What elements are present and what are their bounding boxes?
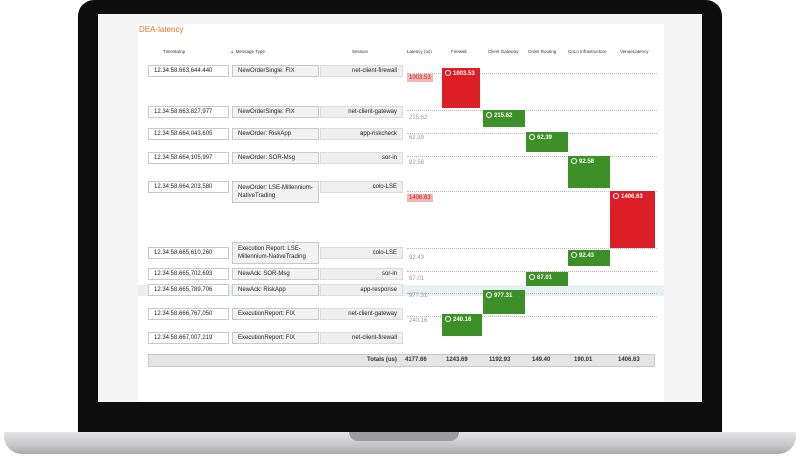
latency-value: 215.62 xyxy=(409,115,428,121)
latency-block-venue[interactable]: 1406.63 xyxy=(610,191,655,248)
clock-icon xyxy=(529,134,535,140)
guide-line xyxy=(407,316,657,317)
latency-block-value: 977.31 xyxy=(494,293,513,299)
clock-icon xyxy=(613,193,619,199)
timestamp-cell: 12.34:58.665,789,706 xyxy=(148,284,229,296)
session-cell: net-client-gateway xyxy=(320,106,403,118)
timestamp-cell: 12.34:58.663,644.440 xyxy=(148,65,229,77)
latency-block-value: 92.43 xyxy=(579,253,595,259)
app-title: DEA-latency xyxy=(139,25,184,34)
totals-firewall: 1243.69 xyxy=(446,357,468,363)
guide-line xyxy=(407,110,657,111)
latency-block-firewall[interactable]: 240.16 xyxy=(442,314,482,336)
guide-line xyxy=(407,271,657,272)
header-timestamp[interactable]: Timestamp xyxy=(163,49,186,54)
timestamp-cell: 12.34:58.664,105,997 xyxy=(148,152,229,164)
guide-line xyxy=(407,191,657,192)
header-client-gateway[interactable]: Client Gateway xyxy=(488,49,519,54)
totals-client-gateway: 1192.93 xyxy=(489,357,511,363)
header-latency[interactable]: Latency (us) xyxy=(407,49,432,54)
latency-block-client-gateway[interactable]: 215.62 xyxy=(483,110,525,127)
latency-block-value: 87.01 xyxy=(537,275,553,281)
session-cell: colo-LSE xyxy=(320,247,403,259)
message-cell: NewOrder: SOR-Msg xyxy=(232,152,319,164)
session-cell: app-response xyxy=(320,284,403,296)
message-cell: NewOrderSingle: FIX xyxy=(232,65,319,77)
totals-row: Totals (us) 4177.66 1243.69 1192.93 149.… xyxy=(148,354,655,367)
timestamp-cell: 12.34:58.665,610,260 xyxy=(148,247,229,259)
latency-block-value: 62.39 xyxy=(537,135,553,141)
latency-block-value: 215.62 xyxy=(494,113,513,119)
session-cell: net-client-firewall xyxy=(320,65,403,77)
guide-line xyxy=(407,156,657,157)
header-session[interactable]: Session xyxy=(352,49,369,54)
latency-block-order-routing[interactable]: 87.01 xyxy=(526,272,568,286)
message-cell: NewOrderSingle: FIX xyxy=(232,106,319,118)
clock-icon xyxy=(486,292,492,298)
latency-block-value: 240.16 xyxy=(453,317,472,323)
latency-value: 240.16 xyxy=(409,318,428,324)
latency-value: 87.01 xyxy=(409,276,425,282)
latency-block-colo-infrastructure[interactable]: 92.58 xyxy=(568,156,610,188)
laptop-notch xyxy=(349,432,459,441)
session-cell: net-client-gateway xyxy=(320,308,403,320)
totals-label: Totals (us) xyxy=(367,357,397,363)
message-cell: NewAck: SOR-Msg xyxy=(232,268,319,280)
session-cell: colo-LSE xyxy=(320,181,403,193)
header-message-type[interactable]: ▲ Message Type xyxy=(230,49,265,54)
session-cell: net-client-firewall xyxy=(320,332,403,344)
clock-icon xyxy=(445,316,451,322)
latency-block-order-routing[interactable]: 62.39 xyxy=(526,132,568,152)
header-order-routing[interactable]: Order Routing xyxy=(528,49,557,54)
laptop-base xyxy=(4,432,796,454)
latency-value: 977.31 xyxy=(409,293,428,299)
latency-block-value: 1003.53 xyxy=(453,71,475,77)
latency-value: 62.39 xyxy=(409,135,425,141)
warning-icon: ▲ xyxy=(230,49,235,54)
timestamp-cell: 12.34:58.665,702,693 xyxy=(148,268,229,280)
timestamp-cell: 12.34:58.664,043,605 xyxy=(148,128,229,140)
session-cell: app-riskcheck xyxy=(320,128,403,140)
latency-panel: DEA-latency Timestamp ▲ Message Type Ses… xyxy=(138,24,664,402)
totals-latency: 4177.66 xyxy=(405,357,427,363)
latency-block-client-gateway[interactable]: 977.31 xyxy=(483,290,525,314)
clock-icon xyxy=(571,252,577,258)
totals-order-routing: 149.40 xyxy=(532,357,551,363)
totals-venue-latency: 1406.63 xyxy=(618,357,640,363)
message-cell: Execution Report: LSE-Millennium-NativeT… xyxy=(232,242,319,264)
timestamp-cell: 12.34:58.667,007,219 xyxy=(148,332,229,344)
header-venue-latency[interactable]: VenueLatency xyxy=(620,49,649,54)
latency-value: 92.43 xyxy=(409,255,425,261)
guide-line xyxy=(407,293,657,294)
message-cell: ExecutionReport: FIX xyxy=(232,332,319,344)
timestamp-cell: 12.34:58.663,827,977 xyxy=(148,106,229,118)
latency-value: 92.58 xyxy=(409,160,425,166)
header-colo-infrastructure[interactable]: CoLo Infrastructure xyxy=(568,49,607,54)
clock-icon xyxy=(486,112,492,118)
header-firewall[interactable]: Firewall xyxy=(451,49,467,54)
clock-icon xyxy=(571,158,577,164)
timestamp-cell: 12.34:58.666,767,050 xyxy=(148,308,229,320)
totals-colo-infrastructure: 190.01 xyxy=(574,357,593,363)
timestamp-cell: 12.34:58.664,203,580 xyxy=(148,181,229,193)
latency-block-firewall[interactable]: 1003.53 xyxy=(442,68,480,108)
latency-block-value: 1406.63 xyxy=(621,194,643,200)
guide-line xyxy=(407,73,657,74)
session-cell: sor-in xyxy=(320,152,403,164)
clock-icon xyxy=(445,70,451,76)
clock-icon xyxy=(529,274,535,280)
session-cell: sor-in xyxy=(320,268,403,280)
latency-value: 1003.53 xyxy=(407,74,433,82)
laptop-screen: DEA-latency Timestamp ▲ Message Type Ses… xyxy=(98,14,702,402)
message-cell: NewOrder: RiskApp xyxy=(232,128,319,140)
message-cell: NewAck: RiskApp xyxy=(232,284,319,296)
header-message-type-label: Message Type xyxy=(235,49,265,54)
latency-block-colo-infrastructure[interactable]: 92.43 xyxy=(568,250,610,266)
latency-block-value: 92.58 xyxy=(579,159,595,165)
latency-value: 1406.63 xyxy=(407,194,433,202)
guide-line xyxy=(407,248,657,249)
message-cell: ExecutionReport: FIX xyxy=(232,308,319,320)
message-cell: NewOrder: LSE-Millennium-NativeTrading xyxy=(232,181,319,203)
